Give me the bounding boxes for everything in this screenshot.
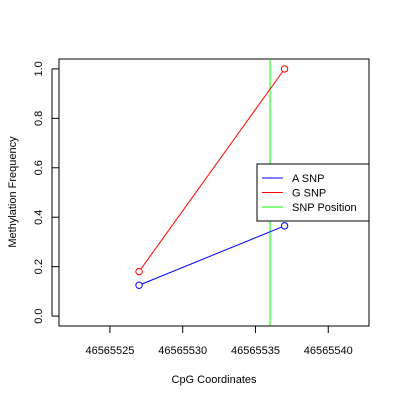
- legend: A SNP G SNP SNP Position: [256, 163, 370, 222]
- legend-label-a-snp: A SNP: [292, 173, 324, 185]
- x-axis-title: CpG Coordinates: [172, 374, 257, 386]
- g-snp-point: [280, 65, 289, 73]
- y-tick-label: 0.0: [33, 308, 45, 323]
- y-tick-label: 0.2: [33, 259, 45, 274]
- y-tick-label: 0.8: [33, 111, 45, 126]
- x-tick-label: 46565535: [231, 345, 280, 357]
- x-tick-label: 46565530: [158, 345, 207, 357]
- x-axis: 46565525 46565530 46565535 46565540: [85, 325, 353, 357]
- y-axis: 0.0 0.2 0.4 0.6 0.8 1.0: [33, 61, 59, 324]
- g-snp-point: [135, 267, 143, 276]
- a-snp-point: [135, 281, 143, 289]
- g-snp-line: [140, 71, 283, 270]
- y-tick-label: 1.0: [33, 61, 45, 76]
- y-axis-title: Methylation Frequency: [7, 136, 19, 248]
- a-snp-point: [280, 222, 289, 230]
- a-snp-line: [142, 226, 282, 285]
- legend-label-snp-position: SNP Position: [292, 202, 357, 214]
- x-tick-label: 46565525: [85, 345, 134, 357]
- y-tick-label: 0.4: [33, 210, 45, 225]
- x-tick-label: 46565540: [304, 345, 353, 357]
- y-tick-label: 0.6: [33, 160, 45, 175]
- legend-label-g-snp: G SNP: [292, 188, 326, 200]
